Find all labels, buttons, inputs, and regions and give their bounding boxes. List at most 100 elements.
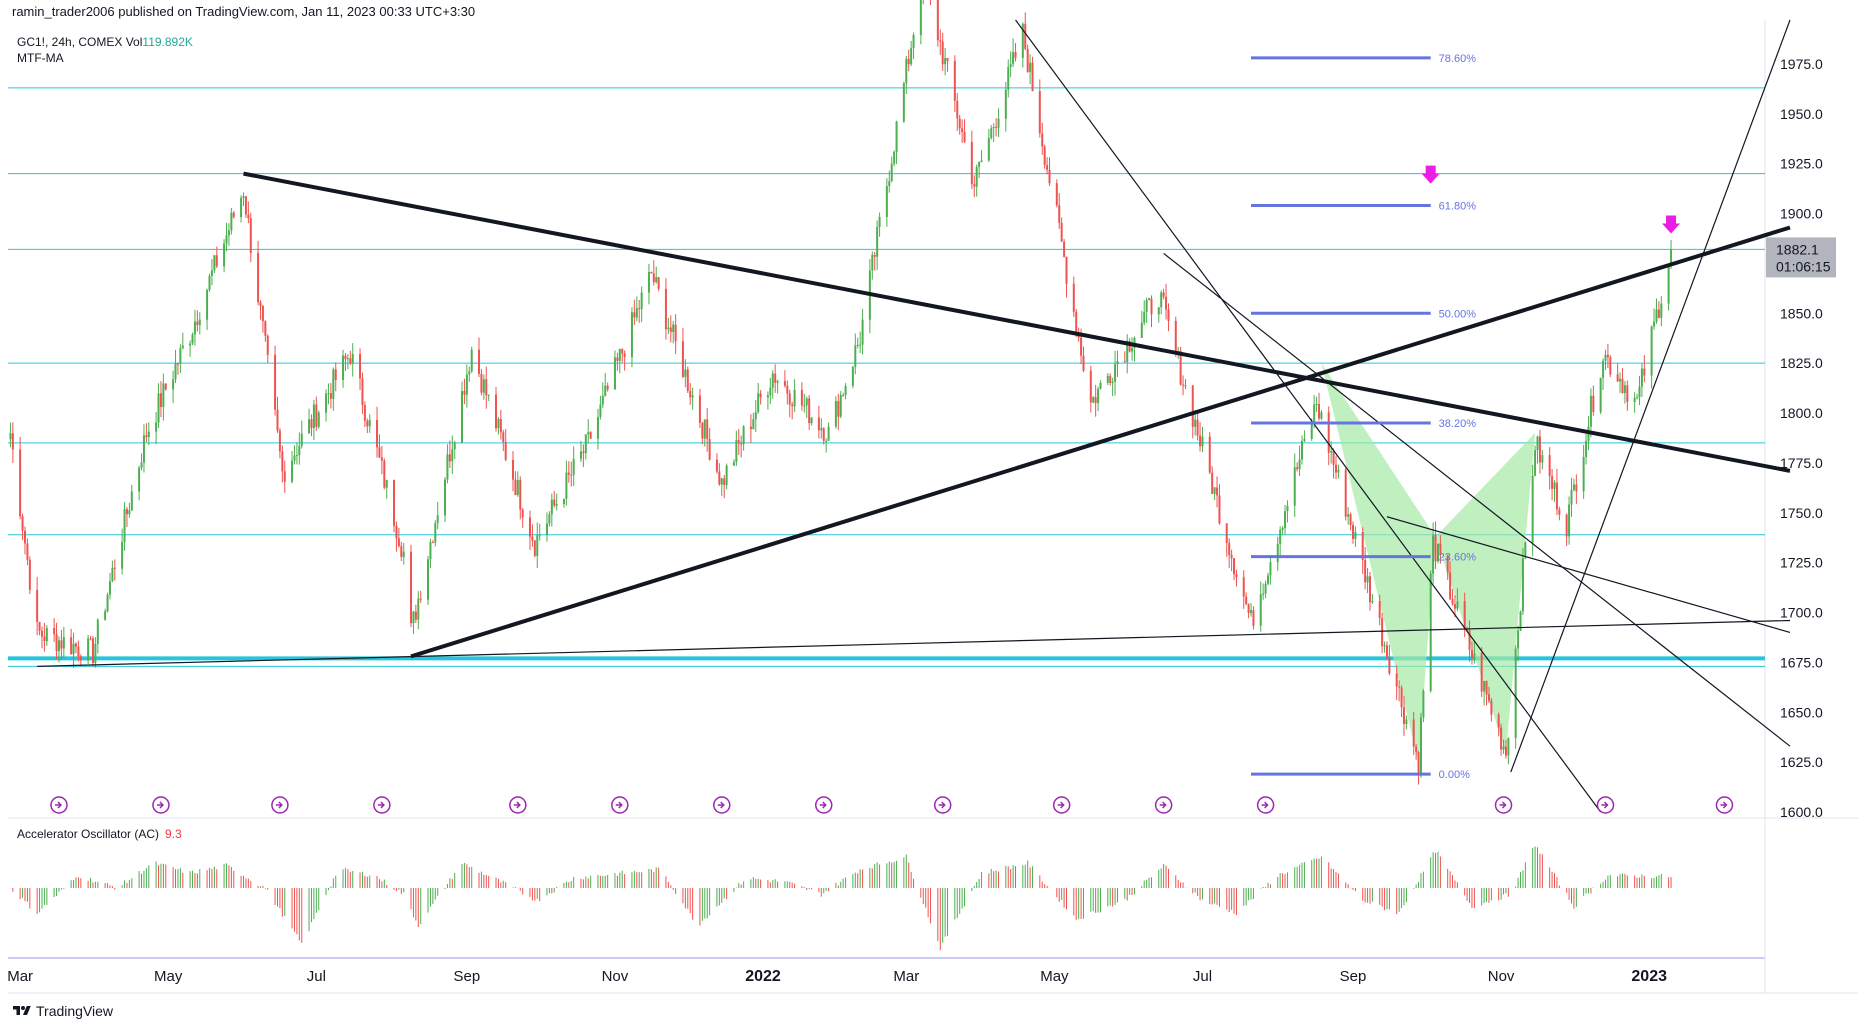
candle[interactable] <box>752 419 755 430</box>
candle[interactable] <box>368 419 371 427</box>
candle[interactable] <box>1332 451 1335 465</box>
candle[interactable] <box>395 525 398 539</box>
candle[interactable] <box>1470 649 1473 658</box>
candle[interactable] <box>429 542 432 560</box>
candle[interactable] <box>630 312 633 357</box>
candle[interactable] <box>1230 555 1233 559</box>
candle[interactable] <box>800 389 803 406</box>
candle[interactable] <box>1196 419 1199 436</box>
candle[interactable] <box>1313 404 1316 424</box>
candle[interactable] <box>159 393 162 408</box>
candle[interactable] <box>725 465 728 486</box>
candle[interactable] <box>198 319 201 326</box>
candle[interactable] <box>412 611 415 624</box>
candle[interactable] <box>902 83 905 122</box>
candle[interactable] <box>1434 535 1437 562</box>
candle[interactable] <box>1640 368 1643 387</box>
candle[interactable] <box>1259 594 1262 626</box>
candle[interactable] <box>1286 505 1289 512</box>
candle[interactable] <box>589 432 592 439</box>
candle[interactable] <box>1519 611 1522 631</box>
candle[interactable] <box>808 398 811 424</box>
candle[interactable] <box>1626 385 1629 402</box>
candle[interactable] <box>1468 630 1471 650</box>
candle[interactable] <box>274 354 277 410</box>
candle[interactable] <box>295 455 298 457</box>
candle[interactable] <box>1075 311 1078 334</box>
candle[interactable] <box>155 422 158 432</box>
candle[interactable] <box>329 393 332 399</box>
candle[interactable] <box>494 394 497 429</box>
candle[interactable] <box>351 354 354 364</box>
candle[interactable] <box>1388 657 1391 674</box>
candle[interactable] <box>706 419 709 440</box>
candle[interactable] <box>1446 555 1449 573</box>
candle[interactable] <box>1592 395 1595 412</box>
candle[interactable] <box>460 391 463 443</box>
candle[interactable] <box>1148 298 1151 301</box>
candle[interactable] <box>138 467 141 492</box>
candle[interactable] <box>1585 441 1588 458</box>
candle[interactable] <box>946 58 949 61</box>
candle[interactable] <box>1318 404 1321 419</box>
candle[interactable] <box>514 479 517 495</box>
candle[interactable] <box>1046 165 1049 170</box>
candle[interactable] <box>667 327 670 330</box>
candle[interactable] <box>701 422 704 439</box>
candle[interactable] <box>876 226 879 257</box>
candle[interactable] <box>485 379 488 396</box>
candle[interactable] <box>1031 62 1034 92</box>
candle[interactable] <box>1368 576 1371 603</box>
candle[interactable] <box>468 371 471 375</box>
footer-brand[interactable]: TradingView <box>12 1003 113 1019</box>
candle[interactable] <box>293 455 296 461</box>
candle[interactable] <box>162 383 165 408</box>
candle[interactable] <box>315 404 318 427</box>
candle[interactable] <box>664 288 667 330</box>
candle[interactable] <box>793 389 796 407</box>
candle[interactable] <box>956 100 959 119</box>
candle[interactable] <box>346 358 349 360</box>
arrow-down-marker-icon[interactable] <box>1662 215 1681 234</box>
candle[interactable] <box>820 428 823 431</box>
candle[interactable] <box>1194 419 1197 427</box>
candle[interactable] <box>1012 52 1015 65</box>
candle[interactable] <box>1247 604 1250 614</box>
candle[interactable] <box>465 374 468 395</box>
candle[interactable] <box>359 354 362 379</box>
candle[interactable] <box>990 128 993 138</box>
candle[interactable] <box>737 440 740 444</box>
candle[interactable] <box>1160 292 1163 308</box>
candle[interactable] <box>1453 604 1456 609</box>
candle[interactable] <box>936 0 939 41</box>
candle[interactable] <box>128 510 131 515</box>
candle[interactable] <box>822 428 825 441</box>
candle[interactable] <box>958 118 961 129</box>
candle[interactable] <box>1619 378 1622 382</box>
candle[interactable] <box>825 440 828 442</box>
harmonic-pattern-right[interactable] <box>1435 432 1536 753</box>
candle[interactable] <box>257 252 260 303</box>
candle[interactable] <box>1432 535 1435 574</box>
candle[interactable] <box>1267 575 1270 584</box>
candle[interactable] <box>1349 514 1352 525</box>
candle[interactable] <box>1179 351 1182 385</box>
candle[interactable] <box>1490 700 1493 715</box>
candle[interactable] <box>1517 630 1520 649</box>
candle[interactable] <box>55 634 58 652</box>
candle[interactable] <box>125 509 128 515</box>
candle[interactable] <box>905 58 908 84</box>
candle[interactable] <box>1026 48 1029 72</box>
candle[interactable] <box>1058 205 1061 223</box>
candle[interactable] <box>36 589 39 622</box>
candle[interactable] <box>349 358 352 364</box>
candle[interactable] <box>1500 727 1503 750</box>
candle[interactable] <box>21 516 24 531</box>
candle[interactable] <box>689 390 692 398</box>
candle[interactable] <box>1315 404 1318 406</box>
candle[interactable] <box>1514 648 1517 738</box>
candle[interactable] <box>973 184 976 187</box>
trend-line[interactable] <box>1015 19 1602 813</box>
candle[interactable] <box>533 540 536 556</box>
candle[interactable] <box>57 640 60 652</box>
